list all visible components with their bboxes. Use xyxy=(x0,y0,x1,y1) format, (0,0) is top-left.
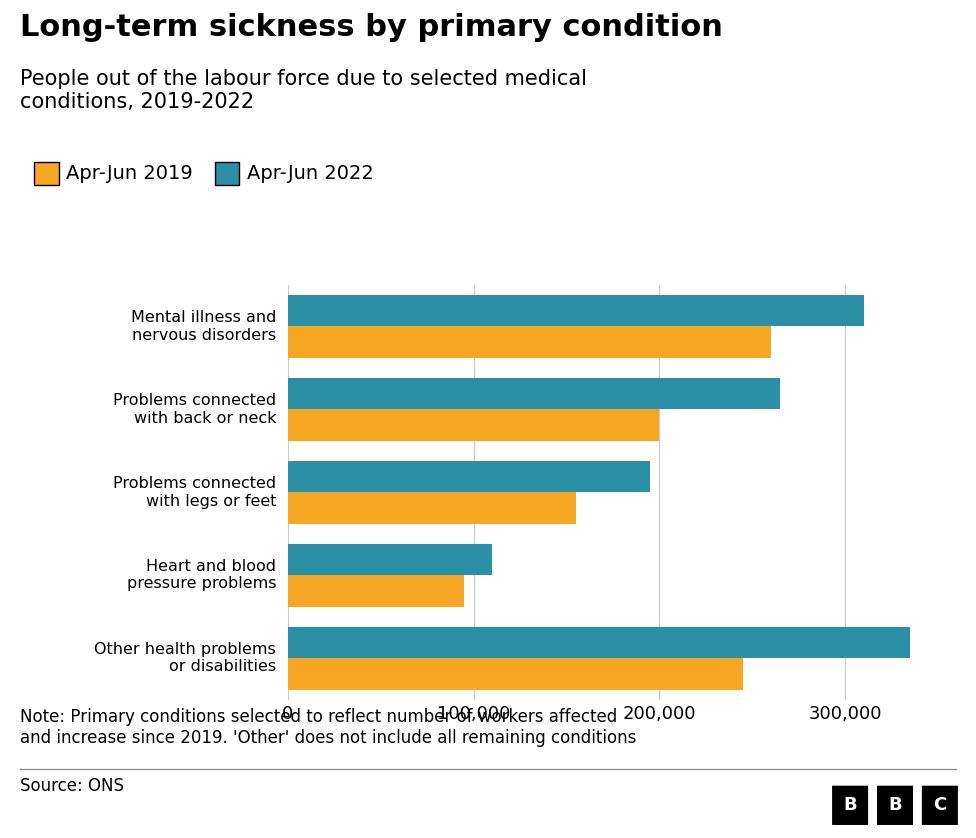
Text: Mental illness and
nervous disorders: Mental illness and nervous disorders xyxy=(131,310,276,343)
Text: C: C xyxy=(933,796,947,815)
Bar xyxy=(288,461,650,492)
Text: Problems connected
with back or neck: Problems connected with back or neck xyxy=(113,393,276,426)
Text: Note: Primary conditions selected to reflect number of workers affected
and incr: Note: Primary conditions selected to ref… xyxy=(20,708,636,747)
Text: Apr-Jun 2019: Apr-Jun 2019 xyxy=(66,164,193,183)
FancyBboxPatch shape xyxy=(875,784,915,827)
Bar xyxy=(288,326,771,358)
Bar xyxy=(288,295,864,326)
Bar xyxy=(288,627,910,659)
Bar xyxy=(288,659,743,690)
Text: Long-term sickness by primary condition: Long-term sickness by primary condition xyxy=(20,13,722,42)
Bar xyxy=(288,544,492,575)
Bar xyxy=(288,378,780,409)
FancyBboxPatch shape xyxy=(831,784,870,827)
Text: B: B xyxy=(888,796,902,815)
Text: B: B xyxy=(843,796,857,815)
Text: Apr-Jun 2022: Apr-Jun 2022 xyxy=(247,164,374,183)
Text: People out of the labour force due to selected medical
conditions, 2019-2022: People out of the labour force due to se… xyxy=(20,69,587,112)
Text: Source: ONS: Source: ONS xyxy=(20,777,124,794)
Text: Problems connected
with legs or feet: Problems connected with legs or feet xyxy=(113,476,276,509)
Bar xyxy=(288,409,660,441)
Text: Other health problems
or disabilities: Other health problems or disabilities xyxy=(95,642,276,675)
FancyBboxPatch shape xyxy=(920,784,959,827)
Bar xyxy=(288,492,576,524)
Bar xyxy=(288,575,465,607)
Text: Heart and blood
pressure problems: Heart and blood pressure problems xyxy=(127,559,276,592)
